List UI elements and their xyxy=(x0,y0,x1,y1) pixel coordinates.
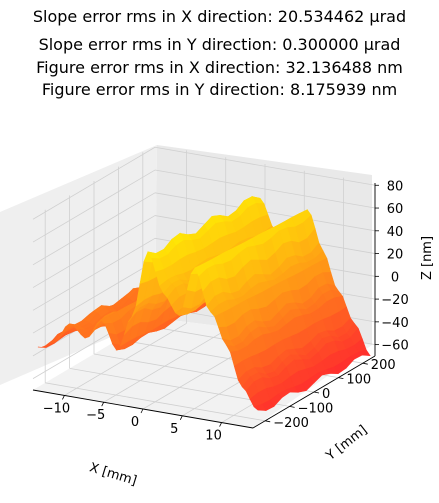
surface-mesh xyxy=(37,195,371,411)
z-tick-label-1: 60 xyxy=(387,202,404,217)
chart-title-line-1: Slope error rms in X direction: 20.53446… xyxy=(32,7,407,26)
y-tick-label-3: 100 xyxy=(346,373,371,388)
z-axis-label: Z [nm] xyxy=(420,236,435,280)
x-tick-label-2: 0 xyxy=(131,415,139,430)
surface-facet-783 xyxy=(253,403,267,411)
z-tick-label-5: −20 xyxy=(381,293,408,308)
chart-title-line-4: Figure error rms in Y direction: 8.17593… xyxy=(41,80,398,99)
z-tick-label-2: 40 xyxy=(387,225,404,240)
y-tick-label-4: 200 xyxy=(371,358,396,373)
x-tick-label-3: 5 xyxy=(170,422,178,437)
z-tick-label-0: 80 xyxy=(387,179,404,194)
x-tick-label-4: 10 xyxy=(205,429,222,444)
y-tick-label-0: −200 xyxy=(273,416,309,431)
chart-title-line-2: Slope error rms in Y direction: 0.300000… xyxy=(38,35,401,54)
x-axis-label: X [mm] xyxy=(88,460,139,489)
z-tick-label-4: 0 xyxy=(391,270,399,285)
x-axis-ticks: −10 −5 0 5 10 xyxy=(43,395,222,444)
x-tick-label-0: −10 xyxy=(43,401,70,416)
z-tick-label-3: 20 xyxy=(387,248,404,263)
z-axis-ticks: 80 60 40 20 0 −20 −40 −60 xyxy=(375,179,409,354)
y-axis-label: Y [mm] xyxy=(323,423,370,465)
y-tick-label-2: 0 xyxy=(322,387,330,402)
x-tick-label-1: −5 xyxy=(86,408,105,423)
z-tick-label-6: −40 xyxy=(381,316,408,331)
y-tick-label-1: −100 xyxy=(298,401,334,416)
chart-title-line-3: Figure error rms in X direction: 32.1364… xyxy=(36,58,403,77)
z-tick-label-7: −60 xyxy=(381,339,408,354)
